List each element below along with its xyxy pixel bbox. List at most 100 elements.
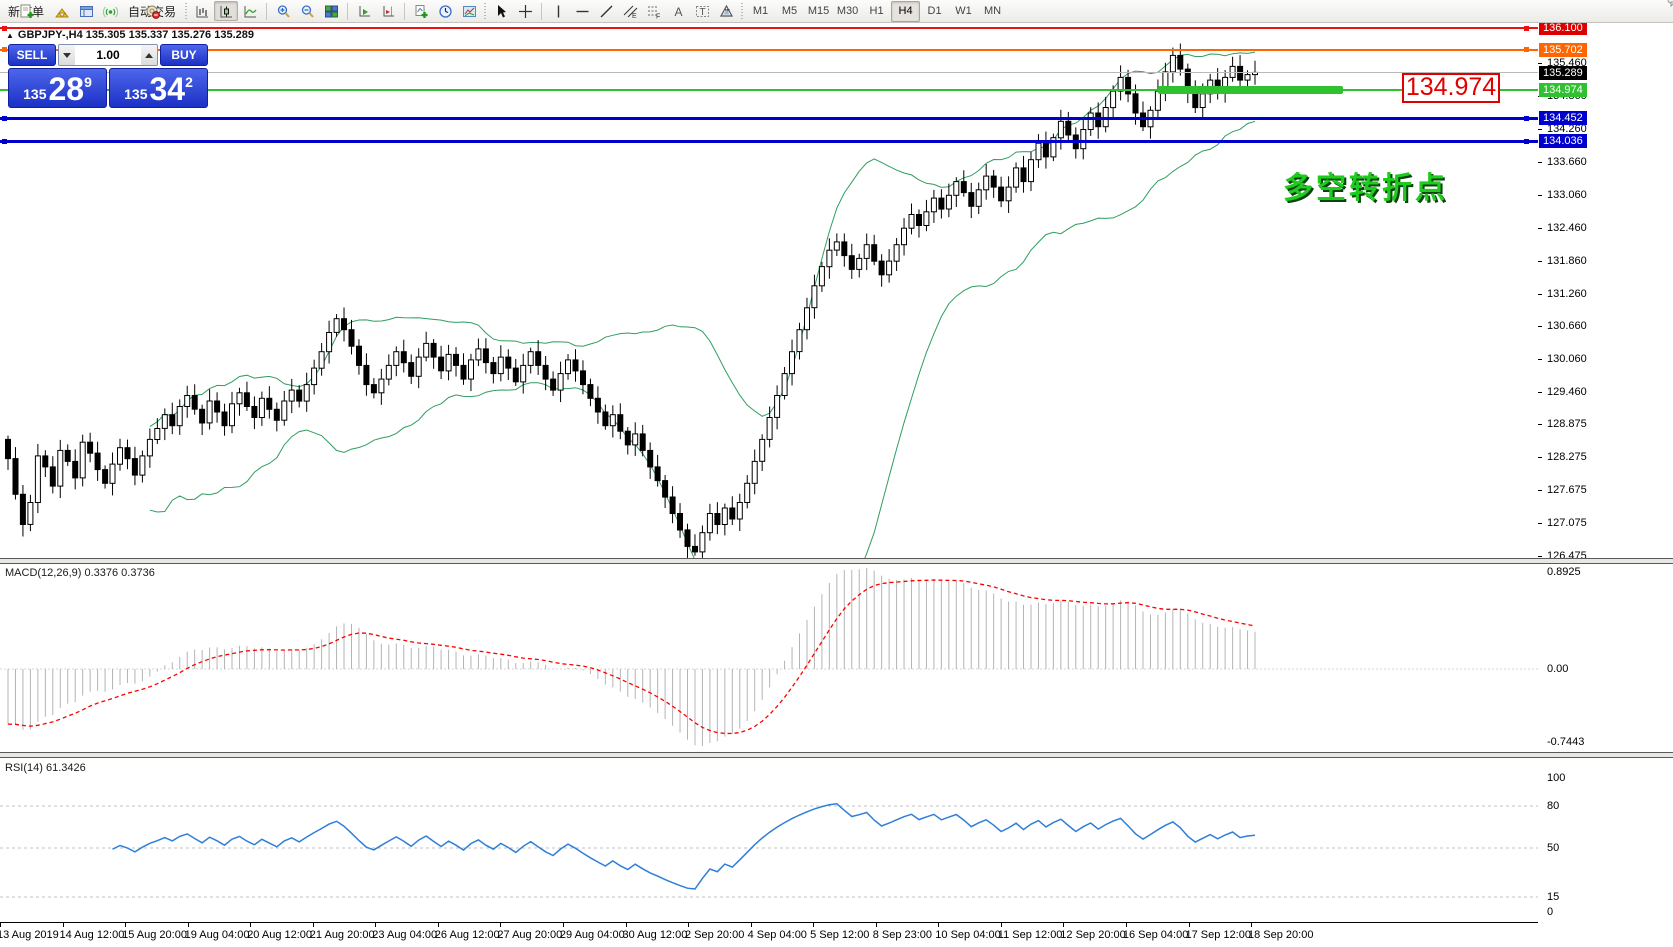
timeframe-d1[interactable]: D1 xyxy=(927,5,942,17)
volume-increase-button[interactable] xyxy=(141,45,157,65)
price-callout[interactable]: 134.974 xyxy=(1402,73,1500,103)
cursor-button[interactable] xyxy=(489,1,513,21)
equidistant-channel-button[interactable]: E xyxy=(618,1,642,21)
candle-body xyxy=(699,532,706,553)
candle-body xyxy=(184,395,191,407)
trendline-button[interactable] xyxy=(594,1,618,21)
axis-tick-label: 130.660 xyxy=(1547,320,1587,333)
candle-body xyxy=(79,441,86,479)
autotrade-icon xyxy=(146,5,160,19)
axis-tick-dash xyxy=(1538,293,1542,295)
crosshair-button[interactable] xyxy=(513,1,537,21)
chat-icon[interactable] xyxy=(1667,0,1673,9)
indicators-icon xyxy=(415,4,428,18)
time-tick xyxy=(125,923,127,927)
candle-body xyxy=(542,364,549,380)
candle-body xyxy=(1207,79,1214,95)
candle-body xyxy=(438,356,445,372)
axis-tick-dash xyxy=(1538,424,1542,426)
candle-body xyxy=(370,384,377,394)
text-label-button[interactable]: T xyxy=(690,1,714,21)
shapes-icon xyxy=(719,4,733,17)
market-watch-button[interactable] xyxy=(50,1,74,21)
macd-panel[interactable] xyxy=(0,562,1538,752)
panel-splitter-macd[interactable] xyxy=(0,558,1673,564)
time-tick xyxy=(938,923,940,927)
periods-button[interactable] xyxy=(433,1,457,21)
templates-button[interactable] xyxy=(457,1,481,21)
candle-body xyxy=(72,460,79,479)
candle-body xyxy=(863,244,870,259)
tile-windows-button[interactable] xyxy=(319,1,343,21)
panel-splitter-rsi[interactable] xyxy=(0,752,1673,758)
vertical-line-button[interactable] xyxy=(546,1,570,21)
timeframe-m5[interactable]: M5 xyxy=(781,5,798,17)
volume-decrease-button[interactable] xyxy=(59,45,75,65)
price-axis[interactable]: 135.460134.860134.260133.660133.060132.4… xyxy=(1538,0,1673,947)
line-chart-button[interactable] xyxy=(238,1,262,21)
main-chart-panel[interactable] xyxy=(0,24,1538,558)
candle-body xyxy=(266,397,273,410)
sell-button[interactable]: SELL xyxy=(8,44,56,66)
time-tick xyxy=(1063,923,1065,927)
rsi-line xyxy=(112,803,1256,890)
candle-body xyxy=(505,356,512,369)
volume-input[interactable] xyxy=(75,45,141,65)
candlestick-button[interactable] xyxy=(214,1,239,21)
candle-body xyxy=(1125,76,1132,95)
axis-tick-dash xyxy=(1538,194,1542,196)
bar-chart-button[interactable] xyxy=(190,1,214,21)
bar-chart-icon xyxy=(196,5,208,17)
crosshair-icon xyxy=(518,4,532,18)
indicators-button[interactable] xyxy=(409,1,433,21)
candle-body xyxy=(475,348,482,361)
autotrade-button[interactable]: 自动交易 xyxy=(122,1,182,21)
collapse-arrow-icon[interactable]: ▲ xyxy=(6,31,14,40)
timeframe-m30[interactable]: M30 xyxy=(836,5,859,17)
buy-price-box[interactable]: 135 34 2 xyxy=(109,68,208,108)
text-button[interactable]: A xyxy=(666,1,690,21)
signals-button[interactable] xyxy=(98,1,122,21)
candle-body xyxy=(5,438,11,460)
time-tick xyxy=(250,923,252,927)
timeframe-m15[interactable]: M15 xyxy=(807,5,830,17)
new-order-button[interactable]: 新订单 xyxy=(2,1,50,21)
time-tick xyxy=(813,923,815,927)
candle-body xyxy=(1177,54,1184,70)
horizontal-line-button[interactable] xyxy=(570,1,594,21)
fibonacci-button[interactable]: F xyxy=(642,1,666,21)
chart-annotation[interactable]: 多空转折点 xyxy=(1283,172,1448,205)
time-axis[interactable]: 13 Aug 2019 14 Aug 12:00 15 Aug 20:00 19 Au… xyxy=(0,922,1673,947)
candle-body xyxy=(692,545,698,553)
horizontal-line-icon xyxy=(576,10,589,12)
candle-body xyxy=(1072,134,1079,150)
buy-button[interactable]: BUY xyxy=(160,44,208,66)
candle-body xyxy=(378,378,385,394)
sell-price-box[interactable]: 135 28 9 xyxy=(8,68,107,108)
volume-box xyxy=(58,44,158,66)
timeframe-h4[interactable]: H4 xyxy=(891,0,921,22)
time-tick xyxy=(437,923,439,927)
zoom-out-button[interactable] xyxy=(295,1,319,21)
candle-body xyxy=(12,458,19,495)
timeframe-h1[interactable]: H1 xyxy=(869,5,884,17)
auto-scroll-button[interactable] xyxy=(352,1,376,21)
zoom-in-button[interactable] xyxy=(271,1,295,21)
sell-price-pip: 9 xyxy=(84,74,92,90)
timeframe-w1[interactable]: W1 xyxy=(955,5,972,17)
svg-text:A: A xyxy=(674,5,682,19)
timeframe-m1[interactable]: M1 xyxy=(752,5,769,17)
macd-axis-label: -0.7443 xyxy=(1547,736,1585,748)
time-label: 14 Aug 12:00 xyxy=(59,929,125,941)
candle-body xyxy=(1042,142,1049,158)
candle-body xyxy=(1087,112,1094,130)
data-window-button[interactable] xyxy=(74,1,98,21)
shapes-button[interactable] xyxy=(714,1,738,21)
candle-body xyxy=(751,460,758,484)
chart-shift-button[interactable] xyxy=(376,1,400,21)
chart-shift-icon xyxy=(383,5,394,16)
timeframe-mn[interactable]: MN xyxy=(983,5,1002,17)
rsi-panel[interactable] xyxy=(0,756,1538,922)
axis-tick-dash xyxy=(1538,260,1542,262)
candle-body xyxy=(206,400,213,424)
